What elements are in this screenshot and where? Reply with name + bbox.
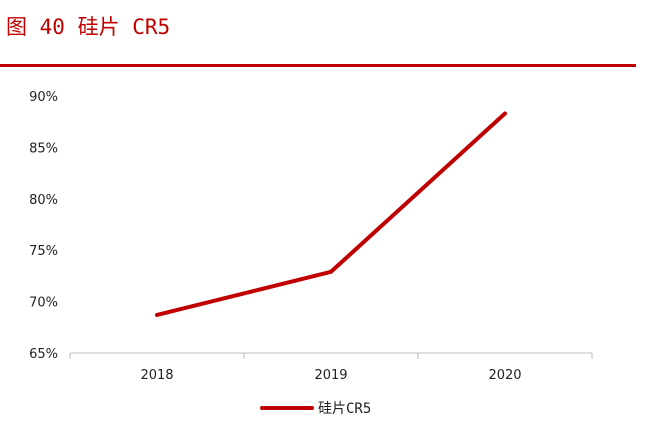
figure-title: 图 40 硅片 CR5	[6, 15, 171, 39]
legend: 硅片CR5	[260, 401, 371, 417]
y-axis-labels: 65% 70% 75% 80% 85% 90%	[29, 90, 58, 362]
y-tick-label: 85%	[29, 141, 58, 156]
x-tick-label: 2018	[140, 368, 173, 383]
series-group	[155, 111, 507, 317]
y-tick-label: 90%	[29, 90, 58, 105]
title-rule	[0, 64, 636, 67]
y-tick-label: 65%	[29, 347, 58, 362]
y-tick-label: 80%	[29, 193, 58, 208]
y-tick-label: 75%	[29, 244, 58, 259]
series-line	[155, 111, 507, 317]
x-axis-labels: 2018 2019 2020	[140, 368, 521, 383]
x-tick-label: 2019	[314, 368, 347, 383]
x-axis-ticks	[69, 353, 593, 359]
x-tick-label: 2020	[488, 368, 521, 383]
legend-label: 硅片CR5	[318, 401, 371, 417]
y-tick-label: 70%	[29, 296, 58, 311]
